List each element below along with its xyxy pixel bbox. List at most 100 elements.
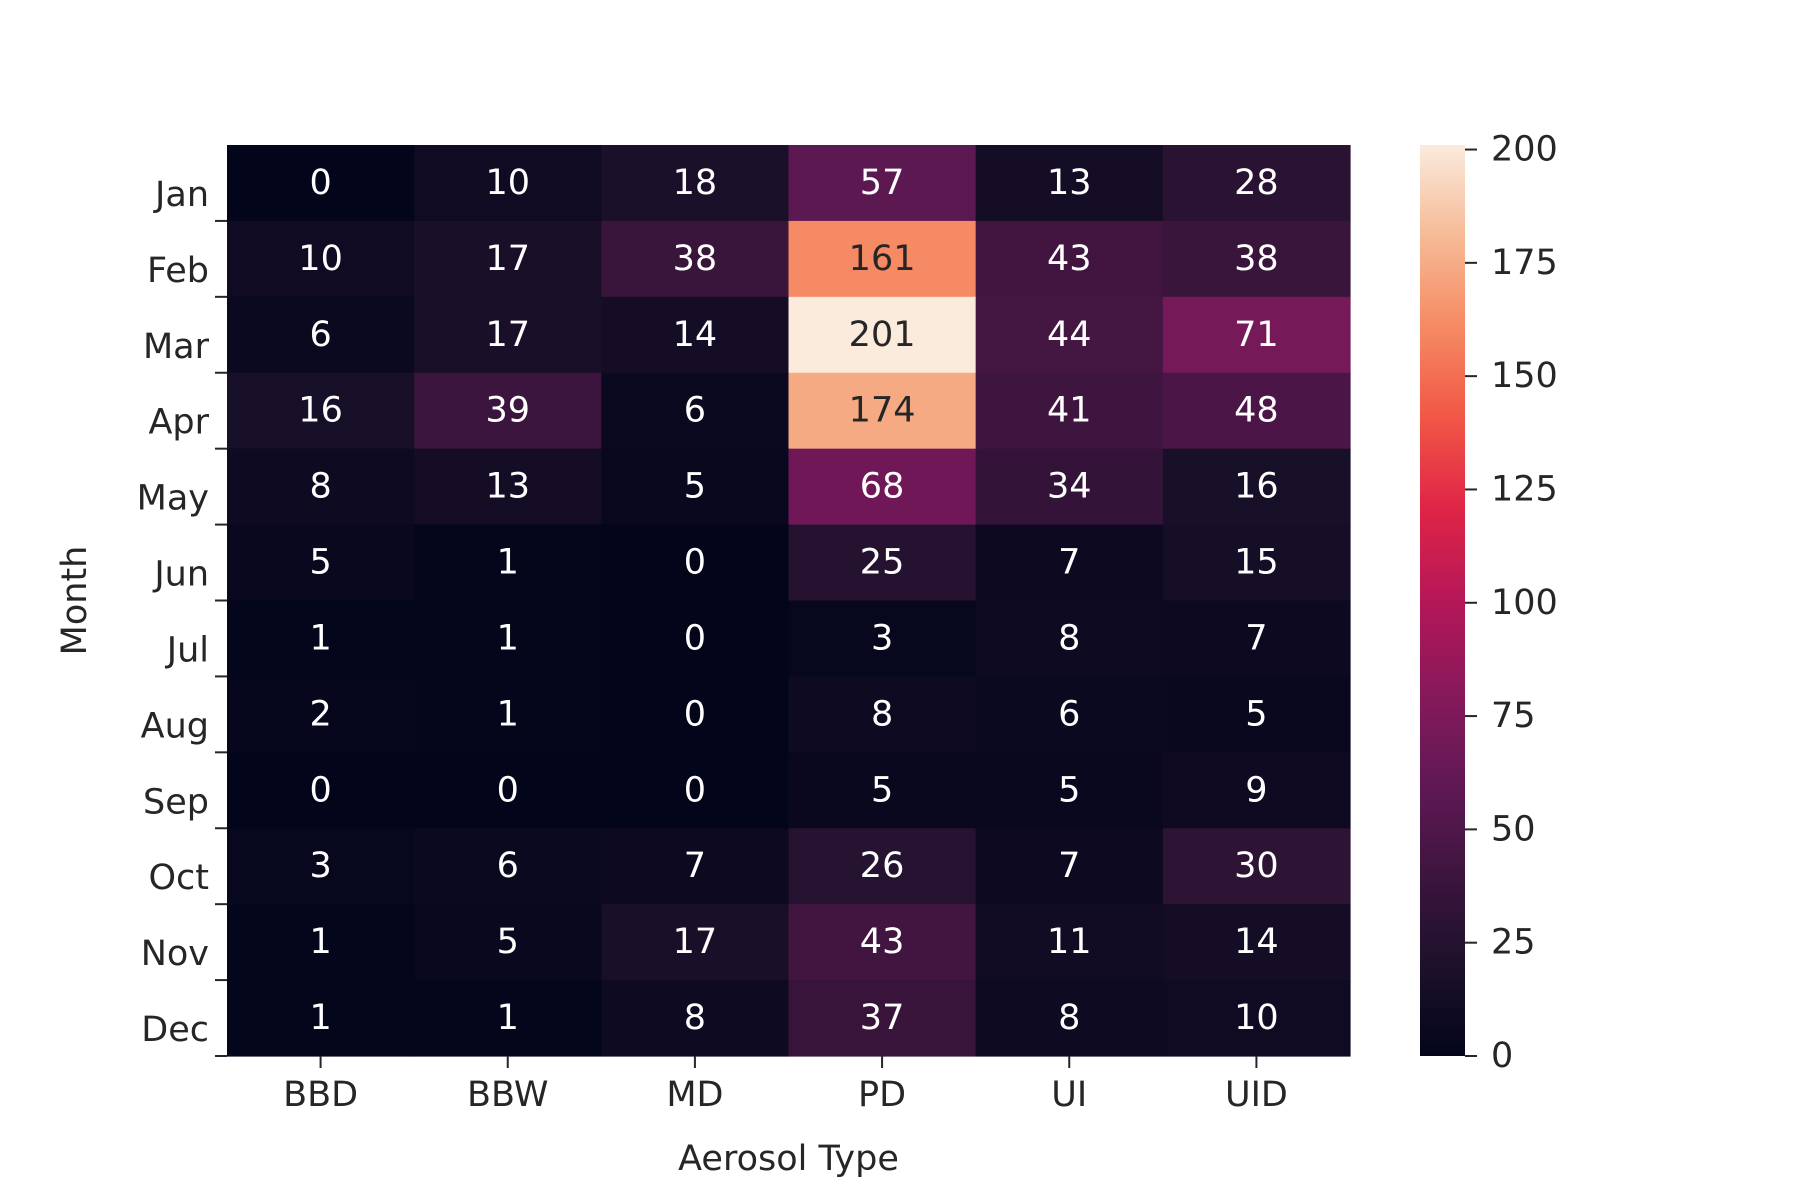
heatmap-cell xyxy=(227,524,415,602)
cell-value-label: 5 xyxy=(309,543,331,583)
heatmap-cell xyxy=(414,220,602,298)
heatmap-cell xyxy=(788,752,977,829)
heatmap-cell xyxy=(788,904,977,981)
cell-value-label: 0 xyxy=(309,770,331,810)
heatmap-cell xyxy=(414,600,602,678)
heatmap-cell xyxy=(1162,524,1351,602)
y-tick-label: Nov xyxy=(141,934,209,974)
cell-value-label: 1 xyxy=(309,998,331,1038)
cell-value-label: 16 xyxy=(298,391,343,431)
heatmap-cell xyxy=(414,828,602,905)
cell-value-label: 28 xyxy=(1234,163,1279,203)
cell-value-label: 57 xyxy=(860,163,905,203)
cell-value-label: 13 xyxy=(1047,163,1092,203)
cell-value-label: 1 xyxy=(497,543,519,583)
y-tick-label: Jul xyxy=(165,630,209,670)
cell-value-label: 0 xyxy=(497,770,519,810)
cell-value-label: 7 xyxy=(1245,618,1267,658)
y-tick-label: Jun xyxy=(152,555,209,595)
cell-value-label: 10 xyxy=(1234,998,1279,1038)
cell-value-label: 7 xyxy=(1058,846,1080,886)
cell-value-label: 44 xyxy=(1047,315,1092,355)
colorbar-tick-label: 75 xyxy=(1491,696,1536,736)
colorbar-tick-label: 175 xyxy=(1491,243,1558,283)
heatmap-cell xyxy=(414,676,602,753)
x-axis-title: Aerosol Type xyxy=(678,1139,899,1179)
heatmap-cell xyxy=(601,904,790,981)
x-tick-label: BBW xyxy=(467,1075,548,1115)
cell-value-label: 43 xyxy=(860,922,905,962)
y-tick-label: Apr xyxy=(148,403,209,443)
heatmap-cell xyxy=(227,372,415,450)
cell-value-label: 30 xyxy=(1234,846,1279,886)
colorbar-tick-label: 125 xyxy=(1491,469,1558,509)
cell-value-label: 8 xyxy=(684,998,706,1038)
y-tick-label: Feb xyxy=(147,251,209,291)
cell-value-label: 18 xyxy=(673,163,718,203)
heatmap-cell xyxy=(1162,828,1351,905)
heatmap-cell xyxy=(788,600,977,678)
y-tick-label: Jan xyxy=(153,175,209,215)
colorbar xyxy=(1420,145,1465,1056)
cell-value-label: 0 xyxy=(684,770,706,810)
heatmap-cell xyxy=(414,372,602,450)
heatmap-cell xyxy=(227,220,415,298)
cell-value-label: 7 xyxy=(684,846,706,886)
cell-value-label: 14 xyxy=(1234,922,1279,962)
heatmap-cell xyxy=(227,448,415,526)
cell-value-label: 25 xyxy=(860,543,905,583)
y-axis-ticks: Jan Feb Mar Apr May Jun Jul Aug Sep Oct Nov Dec xyxy=(137,175,227,1057)
cell-value-label: 8 xyxy=(1058,998,1080,1038)
heatmap-cell xyxy=(1162,220,1351,298)
cell-value-label: 6 xyxy=(309,315,331,355)
heatmap-cell xyxy=(788,828,977,905)
cell-value-label: 10 xyxy=(298,239,343,279)
heatmap-cell xyxy=(1162,296,1351,374)
cell-value-label: 1 xyxy=(309,922,331,962)
heatmap-cell xyxy=(414,296,602,374)
cell-value-label: 13 xyxy=(485,467,530,507)
cell-value-label: 14 xyxy=(673,315,718,355)
cell-value-label: 0 xyxy=(684,543,706,583)
cell-value-label: 5 xyxy=(1058,770,1080,810)
y-tick-label: Sep xyxy=(143,782,209,822)
colorbar-tick-label: 200 xyxy=(1491,130,1558,170)
colorbar-ticks: 0 25 50 75 100 125 150 175 200 xyxy=(1465,130,1558,1076)
heatmap-cell xyxy=(227,752,415,829)
cell-value-label: 0 xyxy=(309,163,331,203)
heatmap-cell xyxy=(1162,448,1351,526)
x-tick-label: BBD xyxy=(283,1075,358,1115)
heatmap-cell xyxy=(601,145,790,222)
cell-value-label: 48 xyxy=(1234,391,1279,431)
heatmap-cell xyxy=(975,980,1164,1057)
cell-value-label: 0 xyxy=(684,694,706,734)
heatmap-cell xyxy=(601,372,790,450)
cell-value-label: 5 xyxy=(684,467,706,507)
heatmap-cell xyxy=(975,296,1164,374)
heatmap-cell xyxy=(975,752,1164,829)
cell-value-label: 38 xyxy=(1234,239,1279,279)
heatmap-cell xyxy=(227,600,415,678)
cell-value-label: 15 xyxy=(1234,543,1279,583)
y-tick-label: Oct xyxy=(148,858,209,898)
heatmap-cell xyxy=(975,600,1164,678)
cell-value-label: 17 xyxy=(485,239,530,279)
cell-value-label: 37 xyxy=(860,998,905,1038)
heatmap-cell xyxy=(975,448,1164,526)
heatmap-cell xyxy=(227,904,415,981)
cell-value-label: 8 xyxy=(309,467,331,507)
heatmap-cell xyxy=(414,145,602,222)
cell-value-label: 41 xyxy=(1047,391,1092,431)
heatmap-cell xyxy=(414,524,602,602)
heatmap-cell xyxy=(1162,752,1351,829)
y-axis-title: Month xyxy=(55,546,95,656)
heatmap-cell xyxy=(1162,372,1351,450)
cell-value-label: 6 xyxy=(684,391,706,431)
cell-value-label: 17 xyxy=(673,922,718,962)
heatmap-cell xyxy=(601,220,790,298)
heatmap-cell xyxy=(1162,600,1351,678)
cell-value-label: 5 xyxy=(497,922,519,962)
heatmap-cell xyxy=(601,524,790,602)
heatmap-cell xyxy=(601,676,790,753)
cell-value-label: 17 xyxy=(485,315,530,355)
